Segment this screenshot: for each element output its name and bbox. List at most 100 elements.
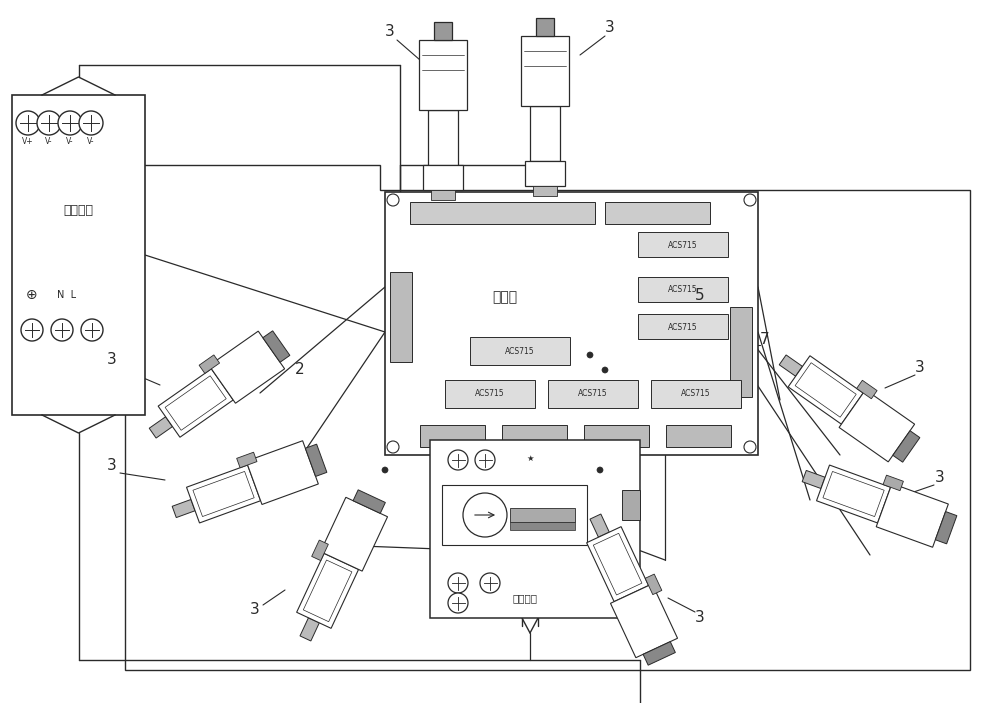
Circle shape — [448, 593, 468, 613]
Bar — [533, 186, 557, 196]
Bar — [297, 553, 359, 628]
Bar — [423, 165, 463, 190]
Bar — [817, 465, 891, 523]
Circle shape — [21, 319, 43, 341]
Bar — [410, 202, 595, 224]
Text: V-: V- — [66, 136, 74, 146]
Bar — [419, 40, 467, 110]
Circle shape — [475, 450, 495, 470]
Bar — [305, 444, 327, 477]
Bar — [610, 584, 678, 658]
Bar — [320, 497, 388, 571]
Bar — [548, 380, 638, 408]
Bar — [237, 452, 257, 467]
Bar — [187, 465, 261, 523]
Circle shape — [480, 573, 500, 593]
Bar — [730, 307, 752, 397]
Text: 3: 3 — [107, 458, 117, 472]
Circle shape — [602, 367, 608, 373]
Bar — [431, 190, 455, 200]
Bar — [876, 484, 948, 547]
Bar — [823, 472, 884, 517]
Bar — [420, 425, 485, 447]
Bar — [263, 331, 290, 362]
Bar — [385, 192, 758, 455]
Bar — [883, 475, 903, 491]
Bar — [470, 337, 570, 365]
Text: 7: 7 — [760, 333, 770, 347]
Circle shape — [448, 450, 468, 470]
Bar — [893, 431, 920, 462]
Bar — [442, 485, 587, 545]
Bar — [779, 355, 802, 376]
Bar — [12, 95, 145, 415]
Bar — [434, 22, 452, 40]
Text: ACS715: ACS715 — [668, 240, 698, 250]
Circle shape — [51, 319, 73, 341]
Text: 3: 3 — [935, 470, 945, 486]
Text: 直流电机: 直流电机 — [512, 593, 538, 603]
Bar — [795, 363, 856, 417]
Bar — [390, 272, 412, 362]
Bar — [651, 380, 741, 408]
Text: ACS715: ACS715 — [505, 347, 535, 356]
Bar — [158, 369, 233, 437]
Bar — [149, 417, 172, 438]
Text: ACS715: ACS715 — [668, 323, 698, 332]
Circle shape — [597, 467, 603, 473]
Circle shape — [79, 111, 103, 135]
Circle shape — [58, 111, 82, 135]
Bar — [788, 356, 863, 424]
Text: 3: 3 — [605, 20, 615, 35]
Text: 5: 5 — [695, 288, 705, 302]
Bar — [666, 425, 731, 447]
Bar — [605, 202, 710, 224]
Circle shape — [81, 319, 103, 341]
Bar — [312, 540, 328, 560]
Text: 3: 3 — [915, 361, 925, 375]
Bar — [584, 425, 649, 447]
Bar — [165, 376, 226, 430]
Circle shape — [382, 467, 388, 473]
Bar — [935, 512, 957, 544]
Bar — [430, 440, 640, 618]
Text: ACS715: ACS715 — [475, 389, 505, 399]
Circle shape — [387, 441, 399, 453]
Text: 控制卡: 控制卡 — [492, 290, 518, 304]
Bar — [638, 232, 728, 257]
Bar — [428, 110, 458, 165]
Circle shape — [448, 573, 468, 593]
Circle shape — [587, 352, 593, 358]
Bar — [193, 472, 254, 517]
Text: 开关电源: 开关电源 — [64, 203, 94, 217]
Bar — [510, 522, 575, 530]
Text: ⊕: ⊕ — [26, 288, 38, 302]
Circle shape — [744, 194, 756, 206]
Bar — [638, 277, 728, 302]
Bar — [590, 514, 609, 537]
Bar — [839, 389, 915, 462]
Circle shape — [744, 441, 756, 453]
Bar — [587, 527, 649, 602]
Bar — [530, 106, 560, 161]
Bar — [209, 331, 285, 404]
Bar — [300, 618, 319, 641]
Text: N  L: N L — [57, 290, 77, 300]
Bar — [857, 380, 877, 399]
Circle shape — [387, 194, 399, 206]
Text: 3: 3 — [107, 352, 117, 368]
Bar — [353, 490, 385, 513]
Text: ACS715: ACS715 — [668, 285, 698, 295]
Bar — [510, 508, 575, 522]
Bar — [303, 560, 352, 621]
Text: ★: ★ — [526, 453, 534, 463]
Bar — [593, 534, 642, 595]
Text: V-: V- — [87, 136, 95, 146]
Bar — [638, 314, 728, 339]
Bar — [645, 574, 662, 595]
Circle shape — [16, 111, 40, 135]
Text: V-: V- — [45, 136, 53, 146]
Bar — [521, 36, 569, 106]
Text: 2: 2 — [295, 363, 305, 378]
Bar — [643, 642, 675, 665]
